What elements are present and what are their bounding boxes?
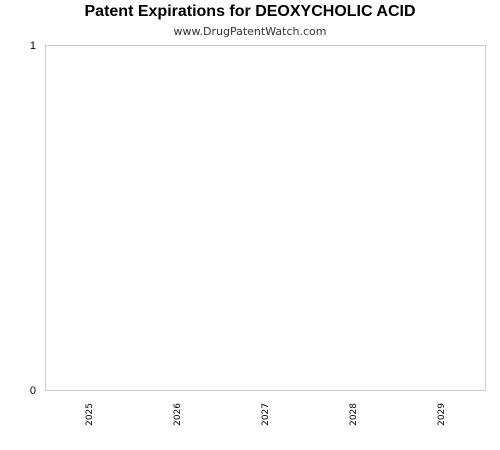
x-axis: 2025 2026 2027 2028 2029 [85, 403, 447, 426]
x-tick-label: 2028 [349, 403, 359, 426]
y-tick-label: 0 [30, 385, 36, 397]
y-axis: 01 [30, 40, 36, 397]
chart-subtitle: www.DrugPatentWatch.com [173, 25, 327, 38]
x-tick-label: 2025 [85, 403, 95, 426]
chart-title: Patent Expirations for DEOXYCHOLIC ACID [84, 3, 416, 20]
y-tick-label: 1 [30, 40, 36, 52]
x-tick-label: 2026 [173, 403, 183, 426]
x-tick-label: 2027 [261, 403, 271, 426]
plot-frame [45, 45, 486, 391]
x-tick-label: 2029 [437, 403, 447, 426]
